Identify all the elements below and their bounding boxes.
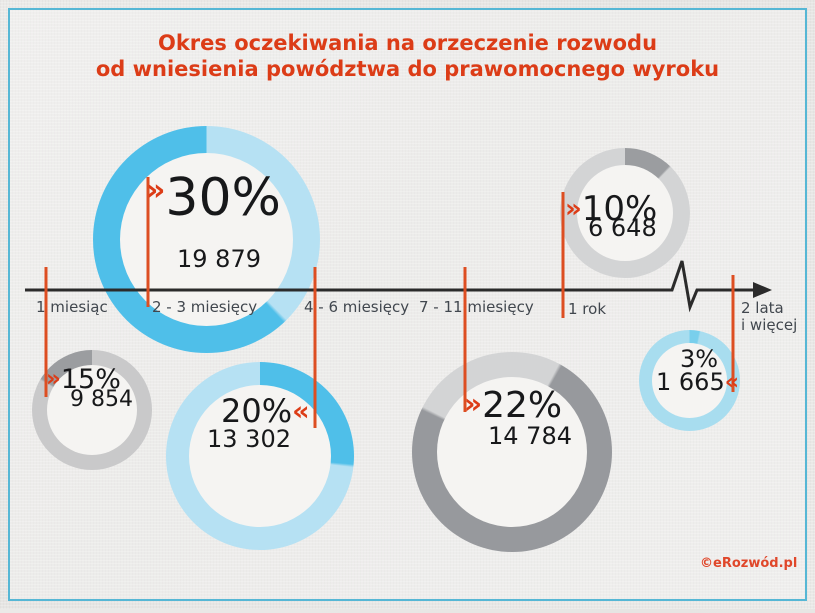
value-count-7-11-months: 14 784 (488, 422, 572, 450)
percent-text: 20% (221, 392, 293, 430)
tick-label-2-years-line2: i więcej (741, 316, 798, 334)
tick-label-7-11-months: 7 - 11 miesięcy (419, 298, 534, 316)
page-title: Okres oczekiwania na orzeczenie rozwodu … (0, 30, 815, 82)
chevron-right-icon: » (565, 194, 582, 224)
chevron-right-icon: » (146, 173, 166, 208)
tick-label-1-month: 1 miesiąc (36, 298, 108, 316)
value-percent-2-years-plus: 3% (680, 345, 719, 373)
chevron-left-icon: « (292, 396, 310, 427)
donut-1-year (560, 148, 690, 278)
watermark-erozwod: ©eRozwód.pl (700, 556, 798, 571)
value-percent-1-year: »10% (565, 192, 657, 226)
title-line-2: od wniesienia powództwa do prawomocnego … (95, 57, 720, 81)
percent-text: 10% (581, 189, 658, 229)
chevron-right-icon: » (464, 387, 483, 420)
title-line-1: Okres oczekiwania na orzeczenie rozwodu (157, 31, 658, 55)
value-count-1-month: 9 854 (70, 387, 133, 412)
percent-text: 15% (60, 364, 121, 395)
tick-label-4-6-months: 4 - 6 miesięcy (304, 298, 410, 316)
donut-1-month (32, 350, 152, 470)
chevron-left-icon: « (724, 370, 739, 395)
donut-7-11-months (412, 352, 612, 552)
tick-label-2-3-months: 2 - 3 miesięcy (152, 298, 258, 316)
percent-text: 30% (165, 168, 281, 228)
donut-2-3-months (93, 126, 320, 353)
tick-label-2-years-line1: 2 lata (741, 299, 784, 317)
tick-label-1-year: 1 rok (568, 300, 607, 318)
tick-label-2-years-plus: 2 lata i więcej (741, 300, 797, 334)
count-text: 1 665 (656, 368, 725, 396)
chevron-right-icon: » (46, 366, 61, 392)
value-count-4-6-months: 13 302 (207, 425, 291, 453)
value-count-2-years-plus: 1 665« (656, 370, 739, 395)
value-percent-2-3-months: »30% (146, 172, 281, 224)
donut-2-years-plus (639, 330, 740, 431)
value-percent-7-11-months: »22% (464, 388, 562, 424)
value-percent-4-6-months: 20%« (221, 395, 310, 427)
value-percent-1-month: »15% (46, 366, 121, 393)
donut-4-6-months (166, 362, 354, 550)
value-count-2-3-months: 19 879 (177, 245, 261, 273)
percent-text: 22% (482, 385, 563, 426)
value-count-1-year: 6 648 (588, 214, 657, 242)
